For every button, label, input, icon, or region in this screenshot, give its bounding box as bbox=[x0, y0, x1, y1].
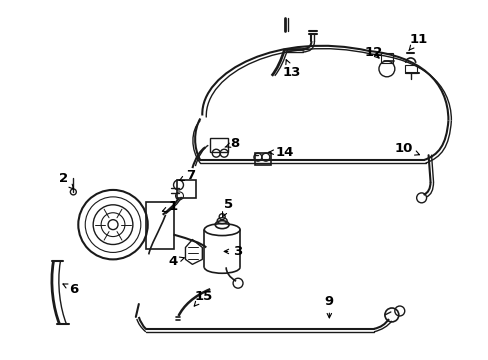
Text: 7: 7 bbox=[179, 168, 195, 181]
Text: 9: 9 bbox=[324, 294, 333, 318]
Text: 8: 8 bbox=[224, 137, 239, 150]
Text: 3: 3 bbox=[224, 245, 242, 258]
Bar bbox=[176, 180, 196, 198]
Text: 13: 13 bbox=[282, 60, 300, 79]
Text: 5: 5 bbox=[222, 198, 232, 217]
Text: 10: 10 bbox=[394, 142, 419, 155]
Text: 2: 2 bbox=[59, 171, 73, 189]
Text: 15: 15 bbox=[194, 289, 212, 306]
Text: 4: 4 bbox=[168, 255, 184, 268]
Text: 12: 12 bbox=[364, 46, 382, 59]
Text: 6: 6 bbox=[63, 283, 78, 296]
Text: 11: 11 bbox=[408, 33, 427, 50]
Text: 1: 1 bbox=[162, 200, 178, 213]
Bar bbox=[210, 138, 228, 152]
Bar bbox=[145, 202, 173, 249]
Bar bbox=[404, 65, 416, 73]
Text: 14: 14 bbox=[268, 146, 293, 159]
Bar bbox=[380, 53, 392, 63]
Bar bbox=[254, 153, 270, 165]
